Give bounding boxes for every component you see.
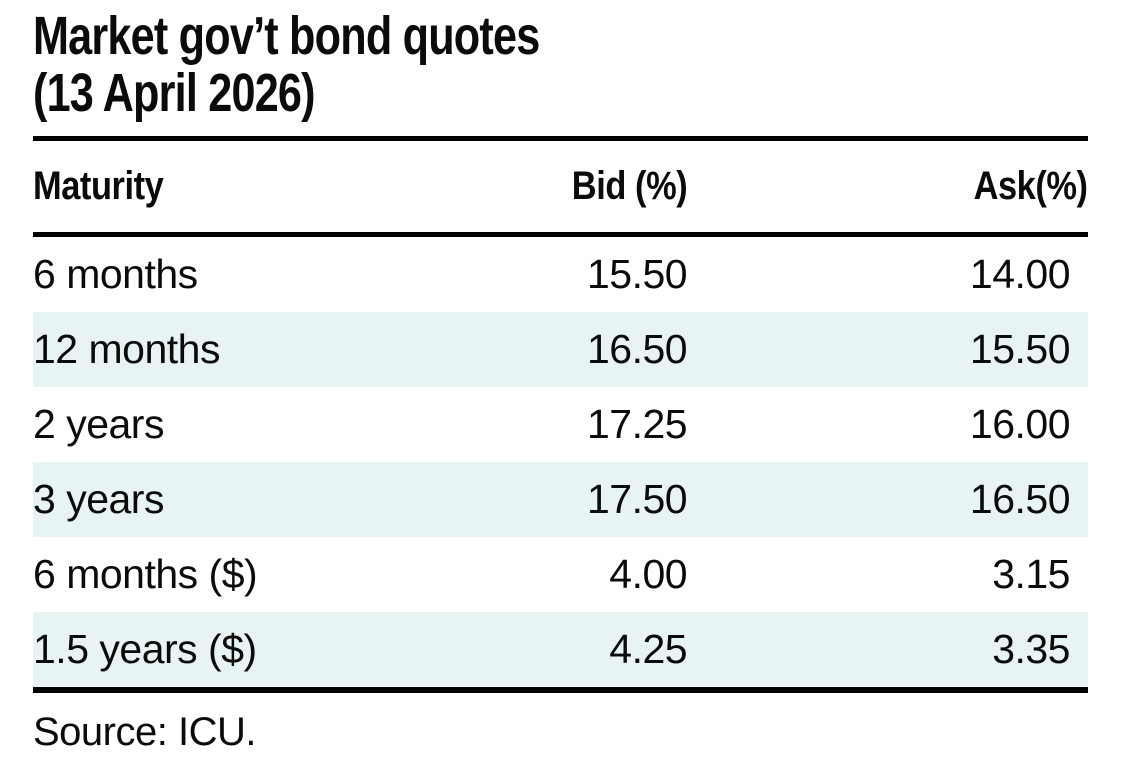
cell-ask: 3.35 [687,612,1088,694]
cell-bid: 4.25 [476,612,688,694]
column-header-maturity: Maturity [33,138,477,238]
table-row: 2 years 17.25 16.00 [33,387,1088,462]
title-line-1: Market gov’t bond quotes [33,6,540,66]
column-header-ask: Ask(%) [687,138,1088,238]
cell-ask: 16.00 [969,401,1071,448]
cell-maturity: 2 years [33,401,164,448]
table-row: 3 years 17.50 16.50 [33,462,1088,538]
cell-ask: 16.50 [969,476,1071,523]
cell-ask: 15.50 [969,326,1071,373]
cell-bid: 15.50 [586,251,688,298]
table-row: 1.5 years ($) 4.25 3.35 [33,612,1088,694]
cell-bid: 16.50 [586,326,688,373]
table-row: 12 months 16.50 15.50 [33,312,1088,388]
title-line-2: (13 April 2026) [33,63,316,124]
cell-maturity: 3 years [33,476,164,523]
bond-quotes-table: Maturity Bid (%) Ask(%) 6 months 15.50 14.… [33,136,1088,694]
source-note: Source: ICU. [33,710,256,755]
header-row: Maturity Bid (%) Ask(%) [33,138,1088,238]
cell-bid: 17.50 [586,476,688,523]
cell-ask: 14.00 [969,251,1071,298]
cell-maturity: 6 months ($) [33,551,258,598]
bond-quotes-figure: Market gov’t bond quotes (13 April 2026)… [33,6,1088,755]
page-title: Market gov’t bond quotes (13 April 2026) [33,6,877,124]
cell-maturity: 6 months [33,251,198,298]
table-row: 6 months 15.50 14.00 [33,235,1088,313]
cell-ask: 3.15 [992,551,1070,598]
cell-maturity: 1.5 years ($) [33,612,477,694]
column-header-bid: Bid (%) [476,138,688,238]
table-row: 6 months ($) 4.00 3.15 [33,537,1088,612]
table-body: 6 months 15.50 14.00 12 months 16.50 15.50 2 y… [33,235,1088,694]
cell-maturity: 12 months [33,326,220,373]
cell-bid: 4.00 [609,551,688,598]
cell-bid: 17.25 [586,401,688,448]
